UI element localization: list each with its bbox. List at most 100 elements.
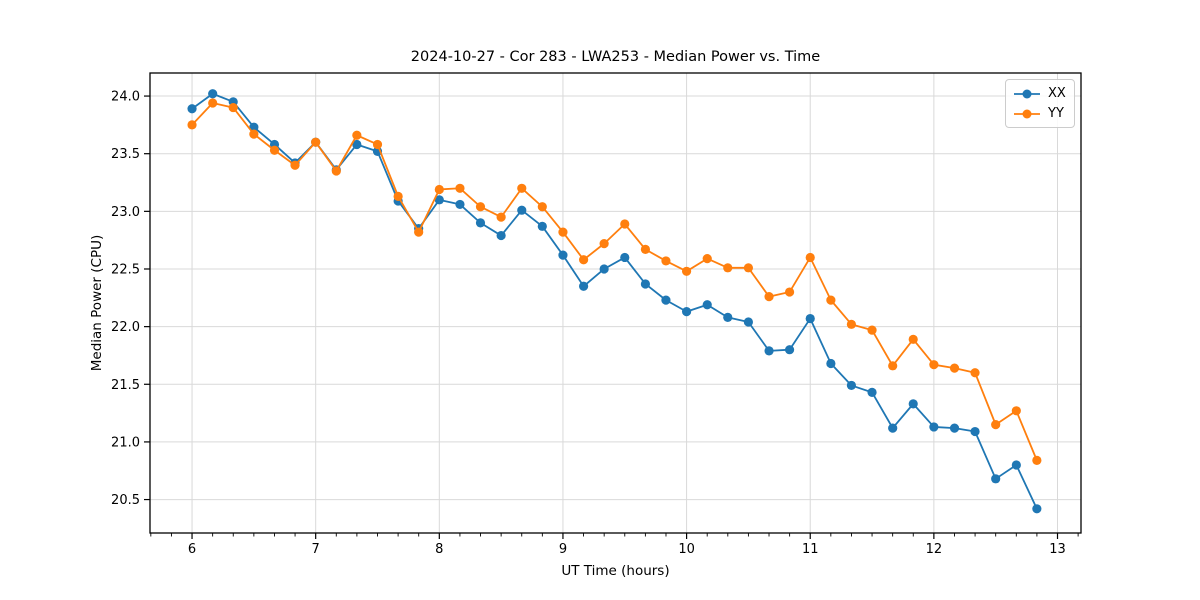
- series-xx-marker: [1011, 460, 1021, 470]
- series-yy-marker: [826, 295, 836, 305]
- series-yy-marker: [372, 139, 383, 150]
- series-xx-marker: [908, 399, 918, 409]
- series-yy-marker: [743, 263, 754, 273]
- series-yy-marker: [455, 183, 465, 193]
- series-yy-marker: [537, 202, 547, 212]
- series-yy-marker: [414, 227, 424, 237]
- series-xx-marker: [537, 221, 547, 231]
- series-xx-marker: [187, 104, 197, 114]
- series-yy-marker: [434, 184, 444, 195]
- legend-line-marker-yy-icon: [1014, 109, 1040, 118]
- series-xx-marker: [249, 122, 259, 132]
- series-yy-marker: [640, 244, 651, 254]
- series-xx-line: [191, 92, 1038, 510]
- legend-label-xx: XX: [1048, 86, 1066, 101]
- series-yy-marker: [970, 368, 980, 378]
- series-yy-marker: [496, 212, 506, 222]
- series-yy-marker: [991, 420, 1001, 430]
- x-tick-label: 12: [926, 542, 943, 557]
- y-tick-label: 23.5: [111, 147, 140, 162]
- series-yy-marker: [517, 183, 527, 193]
- series-yy-marker: [784, 287, 795, 297]
- series-xx-marker: [805, 313, 815, 324]
- series-yy-marker: [620, 219, 630, 229]
- series-yy-marker: [949, 363, 960, 373]
- series-yy-marker: [702, 254, 712, 264]
- y-tick-label: 21.0: [111, 435, 140, 450]
- legend: XX YY: [1005, 79, 1075, 128]
- legend-entry-yy: YY: [1013, 105, 1066, 122]
- series-xx-marker: [723, 312, 733, 323]
- series-yy-marker: [269, 145, 280, 155]
- series-yy-marker: [929, 360, 939, 370]
- series-yy-marker: [888, 361, 898, 371]
- series-xx-marker: [455, 199, 465, 210]
- series-xx-marker: [970, 426, 980, 437]
- series-xx-marker: [661, 295, 671, 305]
- x-tick-label: 6: [188, 542, 196, 557]
- series-yy-marker: [249, 129, 259, 139]
- series-yy-marker: [1032, 455, 1042, 465]
- series-yy-marker: [290, 160, 300, 170]
- series-xx-marker: [702, 300, 712, 310]
- series-xx-marker: [764, 346, 774, 356]
- series-xx-marker: [826, 358, 836, 369]
- series-xx-marker: [496, 230, 506, 241]
- series-xx-marker: [846, 380, 857, 391]
- series-yy-marker: [393, 191, 403, 201]
- series-xx-marker: [208, 89, 218, 99]
- series-yy-line: [191, 102, 1038, 462]
- series-xx-marker: [949, 423, 960, 433]
- series-yy-marker: [352, 130, 362, 140]
- y-tick-label: 22.5: [111, 262, 140, 277]
- legend-entry-xx: XX: [1013, 85, 1066, 102]
- series-xx-marker: [1032, 504, 1042, 514]
- series-xx-marker: [579, 281, 589, 291]
- legend-line-marker-xx-icon: [1014, 89, 1040, 98]
- y-axis-label: Median Power (CPU): [89, 234, 105, 372]
- series-yy-marker: [764, 292, 774, 302]
- series-xx-marker: [640, 279, 651, 289]
- series-xx-marker: [434, 195, 444, 205]
- series-xx-marker: [620, 252, 630, 263]
- series-yy-marker: [805, 252, 815, 263]
- x-tick-label: 10: [678, 542, 695, 557]
- series-xx-marker: [991, 474, 1001, 484]
- y-tick-label: 22.0: [111, 320, 140, 335]
- series-yy-marker: [867, 325, 877, 335]
- x-tick-label: 7: [312, 542, 320, 557]
- series-yy-marker: [228, 102, 238, 113]
- series-yy-marker: [661, 256, 671, 266]
- series-yy-marker: [846, 319, 857, 329]
- series-xx-marker: [867, 387, 877, 397]
- series-xx-marker: [475, 218, 486, 228]
- series-xx-marker: [743, 317, 754, 327]
- series-xx-marker: [352, 139, 362, 150]
- x-tick-label: 8: [435, 542, 443, 557]
- series-yy-marker: [681, 266, 692, 276]
- y-tick-label: 20.5: [111, 493, 140, 508]
- series-xx-marker: [558, 250, 568, 260]
- series-yy-marker: [558, 227, 568, 237]
- series-yy-marker: [599, 239, 609, 249]
- plot-border: [149, 72, 1082, 534]
- series-yy-marker: [475, 202, 486, 212]
- x-tick-label: 9: [559, 542, 567, 557]
- x-tick-label: 13: [1049, 542, 1066, 557]
- y-tick-label: 23.0: [111, 205, 140, 220]
- series-yy-marker: [723, 263, 733, 273]
- series-xx-marker: [929, 422, 939, 432]
- series-xx-marker: [888, 423, 898, 433]
- series-xx-marker: [681, 307, 692, 317]
- series-xx-marker: [599, 264, 609, 274]
- x-axis-label: UT Time (hours): [561, 563, 670, 579]
- series-yy-marker: [1011, 406, 1021, 416]
- series-xx-marker: [784, 345, 795, 355]
- y-tick-label: 21.5: [111, 378, 140, 393]
- x-tick-label: 11: [802, 542, 819, 557]
- series-yy-marker: [579, 255, 589, 265]
- chart-title: 2024-10-27 - Cor 283 - LWA253 - Median P…: [410, 49, 821, 65]
- series-yy-marker: [208, 98, 218, 108]
